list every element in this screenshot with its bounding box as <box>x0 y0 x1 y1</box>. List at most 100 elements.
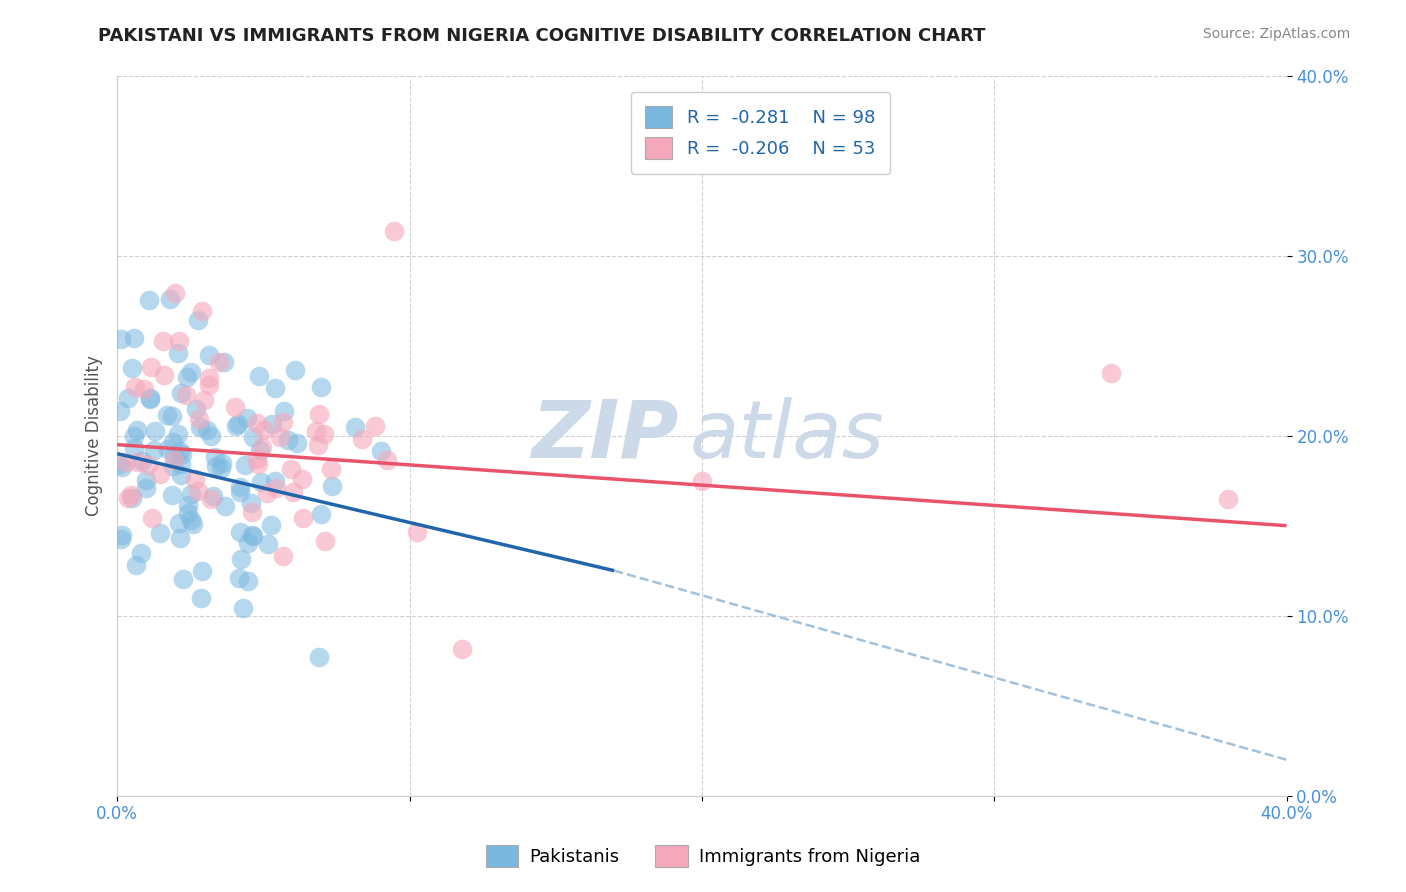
Point <box>115 455 138 469</box>
Point <box>229 552 252 566</box>
Point <box>200 429 222 443</box>
Point <box>239 496 262 510</box>
Point <box>343 419 366 434</box>
Point <box>187 484 209 499</box>
Point <box>139 392 162 406</box>
Point <box>236 574 259 589</box>
Point <box>205 459 228 474</box>
Point <box>163 453 186 467</box>
Point <box>111 528 134 542</box>
Point <box>122 441 145 455</box>
Point <box>135 473 157 487</box>
Point <box>188 420 211 434</box>
Point <box>273 416 295 430</box>
Point <box>139 360 162 375</box>
Point <box>291 511 314 525</box>
Point <box>308 407 330 421</box>
Point <box>187 412 209 426</box>
Point <box>235 411 257 425</box>
Point <box>308 650 330 665</box>
Point <box>165 285 187 300</box>
Point <box>108 404 131 418</box>
Point <box>117 391 139 405</box>
Point <box>250 440 273 454</box>
Point <box>174 388 197 402</box>
Point <box>193 392 215 407</box>
Point <box>110 332 132 346</box>
Point <box>136 458 159 472</box>
Point <box>149 467 172 482</box>
Point <box>450 642 472 657</box>
Point <box>204 450 226 464</box>
Point <box>180 487 202 501</box>
Point <box>352 432 374 446</box>
Point <box>249 443 271 458</box>
Point <box>281 484 304 499</box>
Point <box>280 462 302 476</box>
Point <box>198 371 221 385</box>
Point <box>247 369 270 384</box>
Point <box>169 444 191 458</box>
Point <box>170 385 193 400</box>
Point <box>214 500 236 514</box>
Point <box>162 458 184 473</box>
Point <box>311 380 333 394</box>
Point <box>138 293 160 308</box>
Point <box>138 392 160 406</box>
Point <box>120 487 142 501</box>
Point <box>172 447 194 461</box>
Point <box>228 571 250 585</box>
Point <box>226 417 249 431</box>
Point <box>177 506 200 520</box>
Point <box>184 472 207 486</box>
Point <box>263 381 285 395</box>
Point <box>406 524 429 539</box>
Point <box>191 304 214 318</box>
Point <box>108 457 131 471</box>
Point <box>200 492 222 507</box>
Y-axis label: Cognitive Disability: Cognitive Disability <box>86 355 103 516</box>
Point <box>257 537 280 551</box>
Point <box>229 484 252 499</box>
Point <box>135 482 157 496</box>
Point <box>141 511 163 525</box>
Point <box>247 457 270 471</box>
Point <box>225 418 247 433</box>
Point <box>129 546 152 560</box>
Point <box>190 591 212 605</box>
Point <box>321 478 343 492</box>
Point <box>121 360 143 375</box>
Point <box>252 423 274 437</box>
Text: atlas: atlas <box>690 397 884 475</box>
Point <box>202 490 225 504</box>
Point <box>125 423 148 437</box>
Point <box>236 536 259 550</box>
Point <box>277 433 299 447</box>
Point <box>121 491 143 506</box>
Point <box>240 528 263 542</box>
Point <box>142 443 165 458</box>
Point <box>159 292 181 306</box>
Point <box>284 363 307 377</box>
Text: PAKISTANI VS IMMIGRANTS FROM NIGERIA COGNITIVE DISABILITY CORRELATION CHART: PAKISTANI VS IMMIGRANTS FROM NIGERIA COG… <box>98 27 986 45</box>
Point <box>131 454 153 468</box>
Point <box>184 401 207 416</box>
Point <box>160 409 183 424</box>
Point <box>375 452 398 467</box>
Text: Source: ZipAtlas.com: Source: ZipAtlas.com <box>1202 27 1350 41</box>
Point <box>156 408 179 422</box>
Point <box>224 400 246 414</box>
Point <box>260 518 283 533</box>
Point <box>110 533 132 547</box>
Point <box>127 455 149 469</box>
Point <box>187 312 209 326</box>
Point <box>364 419 387 434</box>
Point <box>264 481 287 495</box>
Point <box>180 365 202 379</box>
Point <box>209 461 232 475</box>
Point <box>198 378 221 392</box>
Point <box>245 416 267 430</box>
Point <box>256 486 278 500</box>
Point <box>122 331 145 345</box>
Point <box>319 461 342 475</box>
